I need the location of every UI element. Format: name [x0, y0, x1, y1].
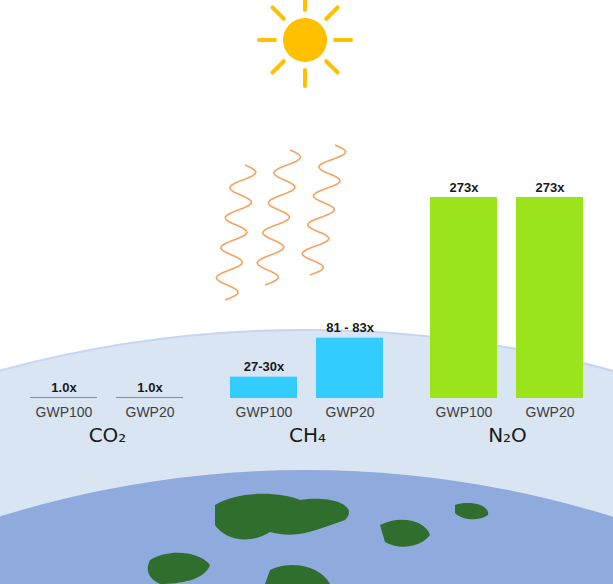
- svg-text:GWP100: GWP100: [436, 404, 493, 420]
- svg-text:81 - 83x: 81 - 83x: [326, 320, 374, 335]
- svg-text:1.0x: 1.0x: [137, 380, 163, 395]
- svg-text:GWP20: GWP20: [525, 404, 574, 420]
- svg-text:CO₂: CO₂: [89, 423, 127, 447]
- svg-text:273x: 273x: [450, 180, 480, 195]
- svg-text:GWP100: GWP100: [36, 404, 93, 420]
- svg-text:CH₄: CH₄: [289, 423, 326, 447]
- svg-text:GWP100: GWP100: [236, 404, 293, 420]
- svg-text:GWP20: GWP20: [325, 404, 374, 420]
- svg-text:273x: 273x: [536, 180, 566, 195]
- svg-text:27-30x: 27-30x: [244, 359, 285, 374]
- svg-text:N₂O: N₂O: [488, 423, 527, 447]
- svg-text:GWP20: GWP20: [125, 404, 174, 420]
- svg-text:1.0x: 1.0x: [51, 380, 77, 395]
